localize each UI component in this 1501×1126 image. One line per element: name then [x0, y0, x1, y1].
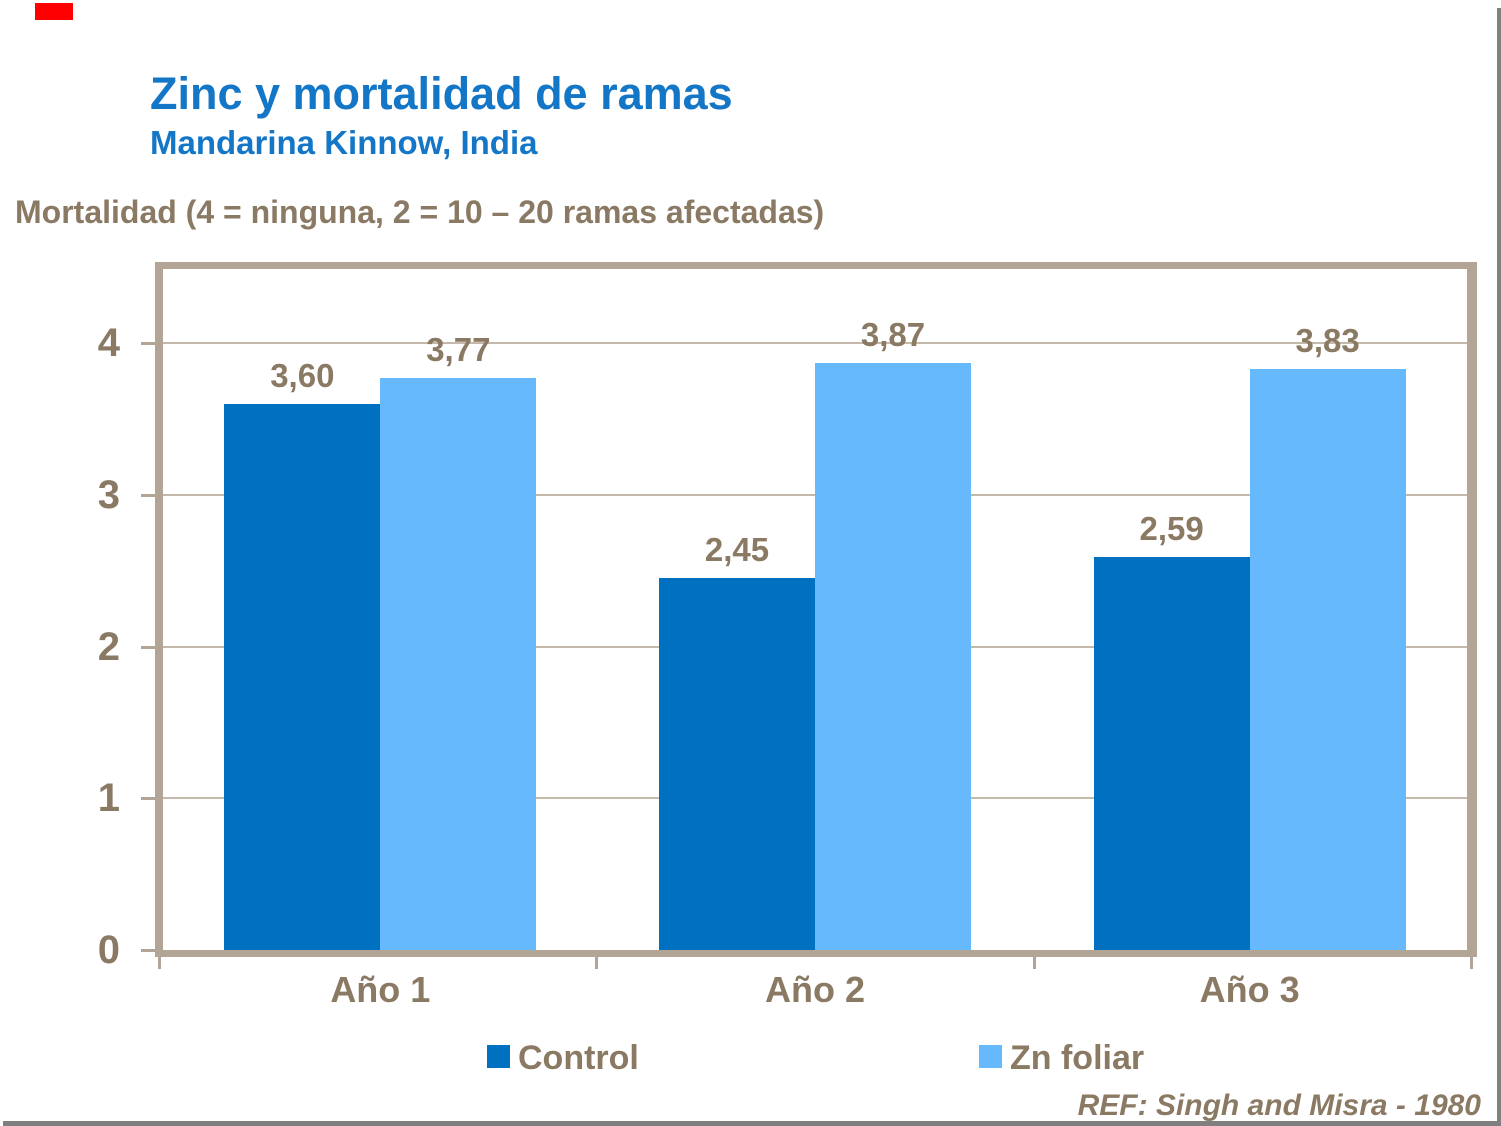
legend-label-zn-foliar: Zn foliar	[1010, 1039, 1145, 1077]
bar-zn-foliar-año-3	[1249, 369, 1406, 950]
slide-right-border	[1497, 8, 1501, 1126]
y-axis-label-3: 3	[97, 472, 120, 517]
y-axis-note: Mortalidad (4 = ninguna, 2 = 10 – 20 ram…	[15, 194, 825, 230]
y-tick-3	[141, 493, 155, 497]
chart-subtitle: Mandarina Kinnow, India	[150, 124, 538, 161]
x-tick-3	[1470, 957, 1473, 969]
bar-value-label-control-año-1: 3,60	[270, 357, 335, 394]
plot-inner: 3,60 2,45 2,59 3,77 3,87 3,83	[163, 269, 1467, 950]
bar-value-label-zn-foliar-año-3: 3,83	[1295, 322, 1360, 359]
bar-control-año-1	[224, 404, 381, 950]
x-tick-2	[1032, 957, 1036, 969]
legend-swatch-zn-foliar	[979, 1045, 1002, 1068]
x-tick-0	[158, 957, 161, 969]
bar-value-label-zn-foliar-año-1: 3,77	[426, 331, 491, 368]
legend-label-control: Control	[518, 1039, 639, 1077]
bar-control-año-2	[659, 578, 815, 950]
bar-zn-foliar-año-2	[815, 363, 971, 950]
red-marker	[35, 3, 73, 20]
plot-frame: 3,60 2,45 2,59 3,77 3,87 3,83	[155, 262, 1477, 957]
y-tick-0	[141, 949, 155, 952]
gridline-4	[163, 342, 1467, 344]
x-axis-label-año-1: Año 1	[330, 969, 431, 1010]
bar-control-año-3	[1093, 557, 1250, 950]
y-axis-label-4: 4	[97, 321, 120, 365]
slide-bottom-border	[3, 1121, 1501, 1126]
x-tick-1	[595, 957, 599, 969]
bar-value-label-control-año-3: 2,59	[1139, 510, 1204, 547]
x-axis-label-año-3: Año 3	[1199, 969, 1300, 1010]
bar-value-label-zn-foliar-año-2: 3,87	[860, 316, 926, 353]
x-axis-label-año-2: Año 2	[764, 969, 865, 1010]
y-axis-label-2: 2	[97, 624, 120, 669]
reference-text: REF: Singh and Misra - 1980	[1077, 1089, 1481, 1122]
y-tick-4	[141, 342, 155, 345]
y-axis-label-1: 1	[97, 776, 120, 821]
y-tick-2	[141, 645, 155, 649]
bar-value-label-control-año-2: 2,45	[704, 531, 770, 568]
chart-title: Zinc y mortalidad de ramas	[150, 68, 733, 119]
y-tick-1	[141, 797, 155, 801]
y-axis-label-0: 0	[97, 928, 120, 972]
legend-swatch-control	[487, 1045, 510, 1068]
bar-zn-foliar-año-1	[380, 378, 537, 950]
